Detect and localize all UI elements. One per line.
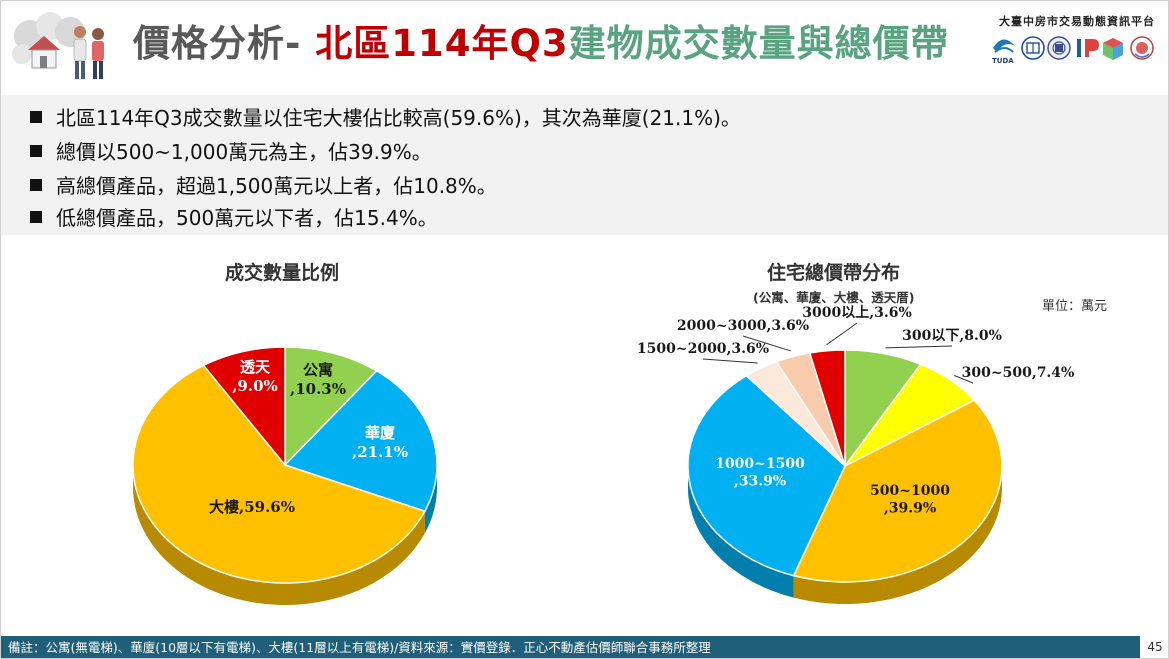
data-label: 300以下,8.0% [902,328,1002,344]
bullet-square-icon [30,145,42,157]
pie-slice [687,374,846,577]
title-prefix: 價格分析- [133,22,316,65]
unit-label: 單位：萬元 [1042,299,1108,314]
right-pie-chart: 300以下,8.0% 300~500,7.4% 500~1000,39.9% 1000… [637,305,1074,604]
data-label: 300~500,7.4% [962,365,1075,381]
right-chart-title: 住宅總價帶分布 [767,262,901,284]
summary-bullet: 低總價產品，500萬元以下者，佔15.4%。 [30,201,438,235]
summary-text: 北區114年Q3成交數量以住宅大樓佔比較高(59.6%)，其次為華廈(21.1%… [56,106,741,130]
right-chart-subtitle: (公寓、華廈、大樓、透天厝) [753,290,915,305]
data-label: 公寓,10.3% [290,361,346,398]
data-label: 華廈,21.1% [352,424,408,461]
association-emblem-icon [1047,36,1071,60]
data-label: 2000~3000,3.6% [677,318,809,334]
data-label: 透天,9.0% [232,358,278,395]
page-title: 價格分析- 北區114年Q3建物成交數量與總價帶 [133,14,949,74]
pie-slice-side [793,466,1003,604]
summary-text: 總價以500~1,000萬元為主，佔39.9%。 [56,140,432,164]
summary-bullet: 北區114年Q3成交數量以住宅大樓佔比較高(59.6%)，其次為華廈(21.1%… [30,101,741,135]
bullet-square-icon [30,179,42,191]
pie-slice [808,349,846,467]
bullet-square-icon [30,211,42,223]
pie-slice-side [133,465,425,605]
tuda-logo-caption: TUDA [992,57,1014,65]
data-label: 1000~1500,33.9% [715,456,805,490]
partner-logos: TUDA [992,36,1154,65]
round-seal-icon [1130,36,1154,60]
left-chart-title: 成交數量比例 [225,262,340,284]
leader-line [702,358,758,364]
pie-slice-side [688,466,794,598]
pie-slice [283,369,438,513]
summary-panel: 北區114年Q3成交數量以住宅大樓佔比較高(59.6%)，其次為華廈(21.1%… [0,95,1169,235]
summary-bullet: 高總價產品，超過1,500萬元以上者，佔10.8%。 [30,169,497,203]
ip-brand-icon [1077,39,1099,57]
data-label: 1500~2000,3.6% [637,341,769,357]
summary-text: 高總價產品，超過1,500萬元以上者，佔10.8%。 [56,174,497,198]
pie-slice [202,346,286,468]
data-label: 3000以上,3.6% [802,305,912,321]
government-seal-icon [1021,36,1045,60]
cube-logo-icon [1103,38,1123,60]
data-label: 大樓,59.6% [209,498,295,516]
summary-text: 低總價產品，500萬元以下者，佔15.4%。 [56,206,438,230]
leader-line [885,345,953,349]
summary-bullet: 總價以500~1,000萬元為主，佔39.9%。 [30,135,432,169]
header: 價格分析- 北區114年Q3建物成交數量與總價帶 大臺中房市交易動態資訊平台 T… [0,0,1169,92]
people-house-illustration [12,12,104,79]
leader-line [954,375,974,384]
pie-slice [284,346,378,467]
pie-slice [792,399,1003,583]
leader-line [742,335,791,352]
pie-slice [132,364,426,584]
page-number: 45 [1147,640,1163,654]
platform-name: 大臺中房市交易動態資訊平台 [999,15,1155,28]
left-pie-chart: 公寓,10.3%華廈,21.1% 大樓,59.6% 透天,9.0% [132,346,438,605]
bullet-square-icon [30,111,42,123]
leader-line [826,322,858,346]
tuda-logo-icon: TUDA [992,39,1015,65]
footer-note: 備註：公寓(無電梯)、華廈(10層以下有電梯)、大樓(11層以上有電梯)/資料來… [0,636,1140,659]
title-district: 北區114年Q3 [315,22,569,65]
data-label: 500~1000,39.9% [870,483,950,517]
title-topic: 建物成交數量與總價帶 [568,22,949,65]
